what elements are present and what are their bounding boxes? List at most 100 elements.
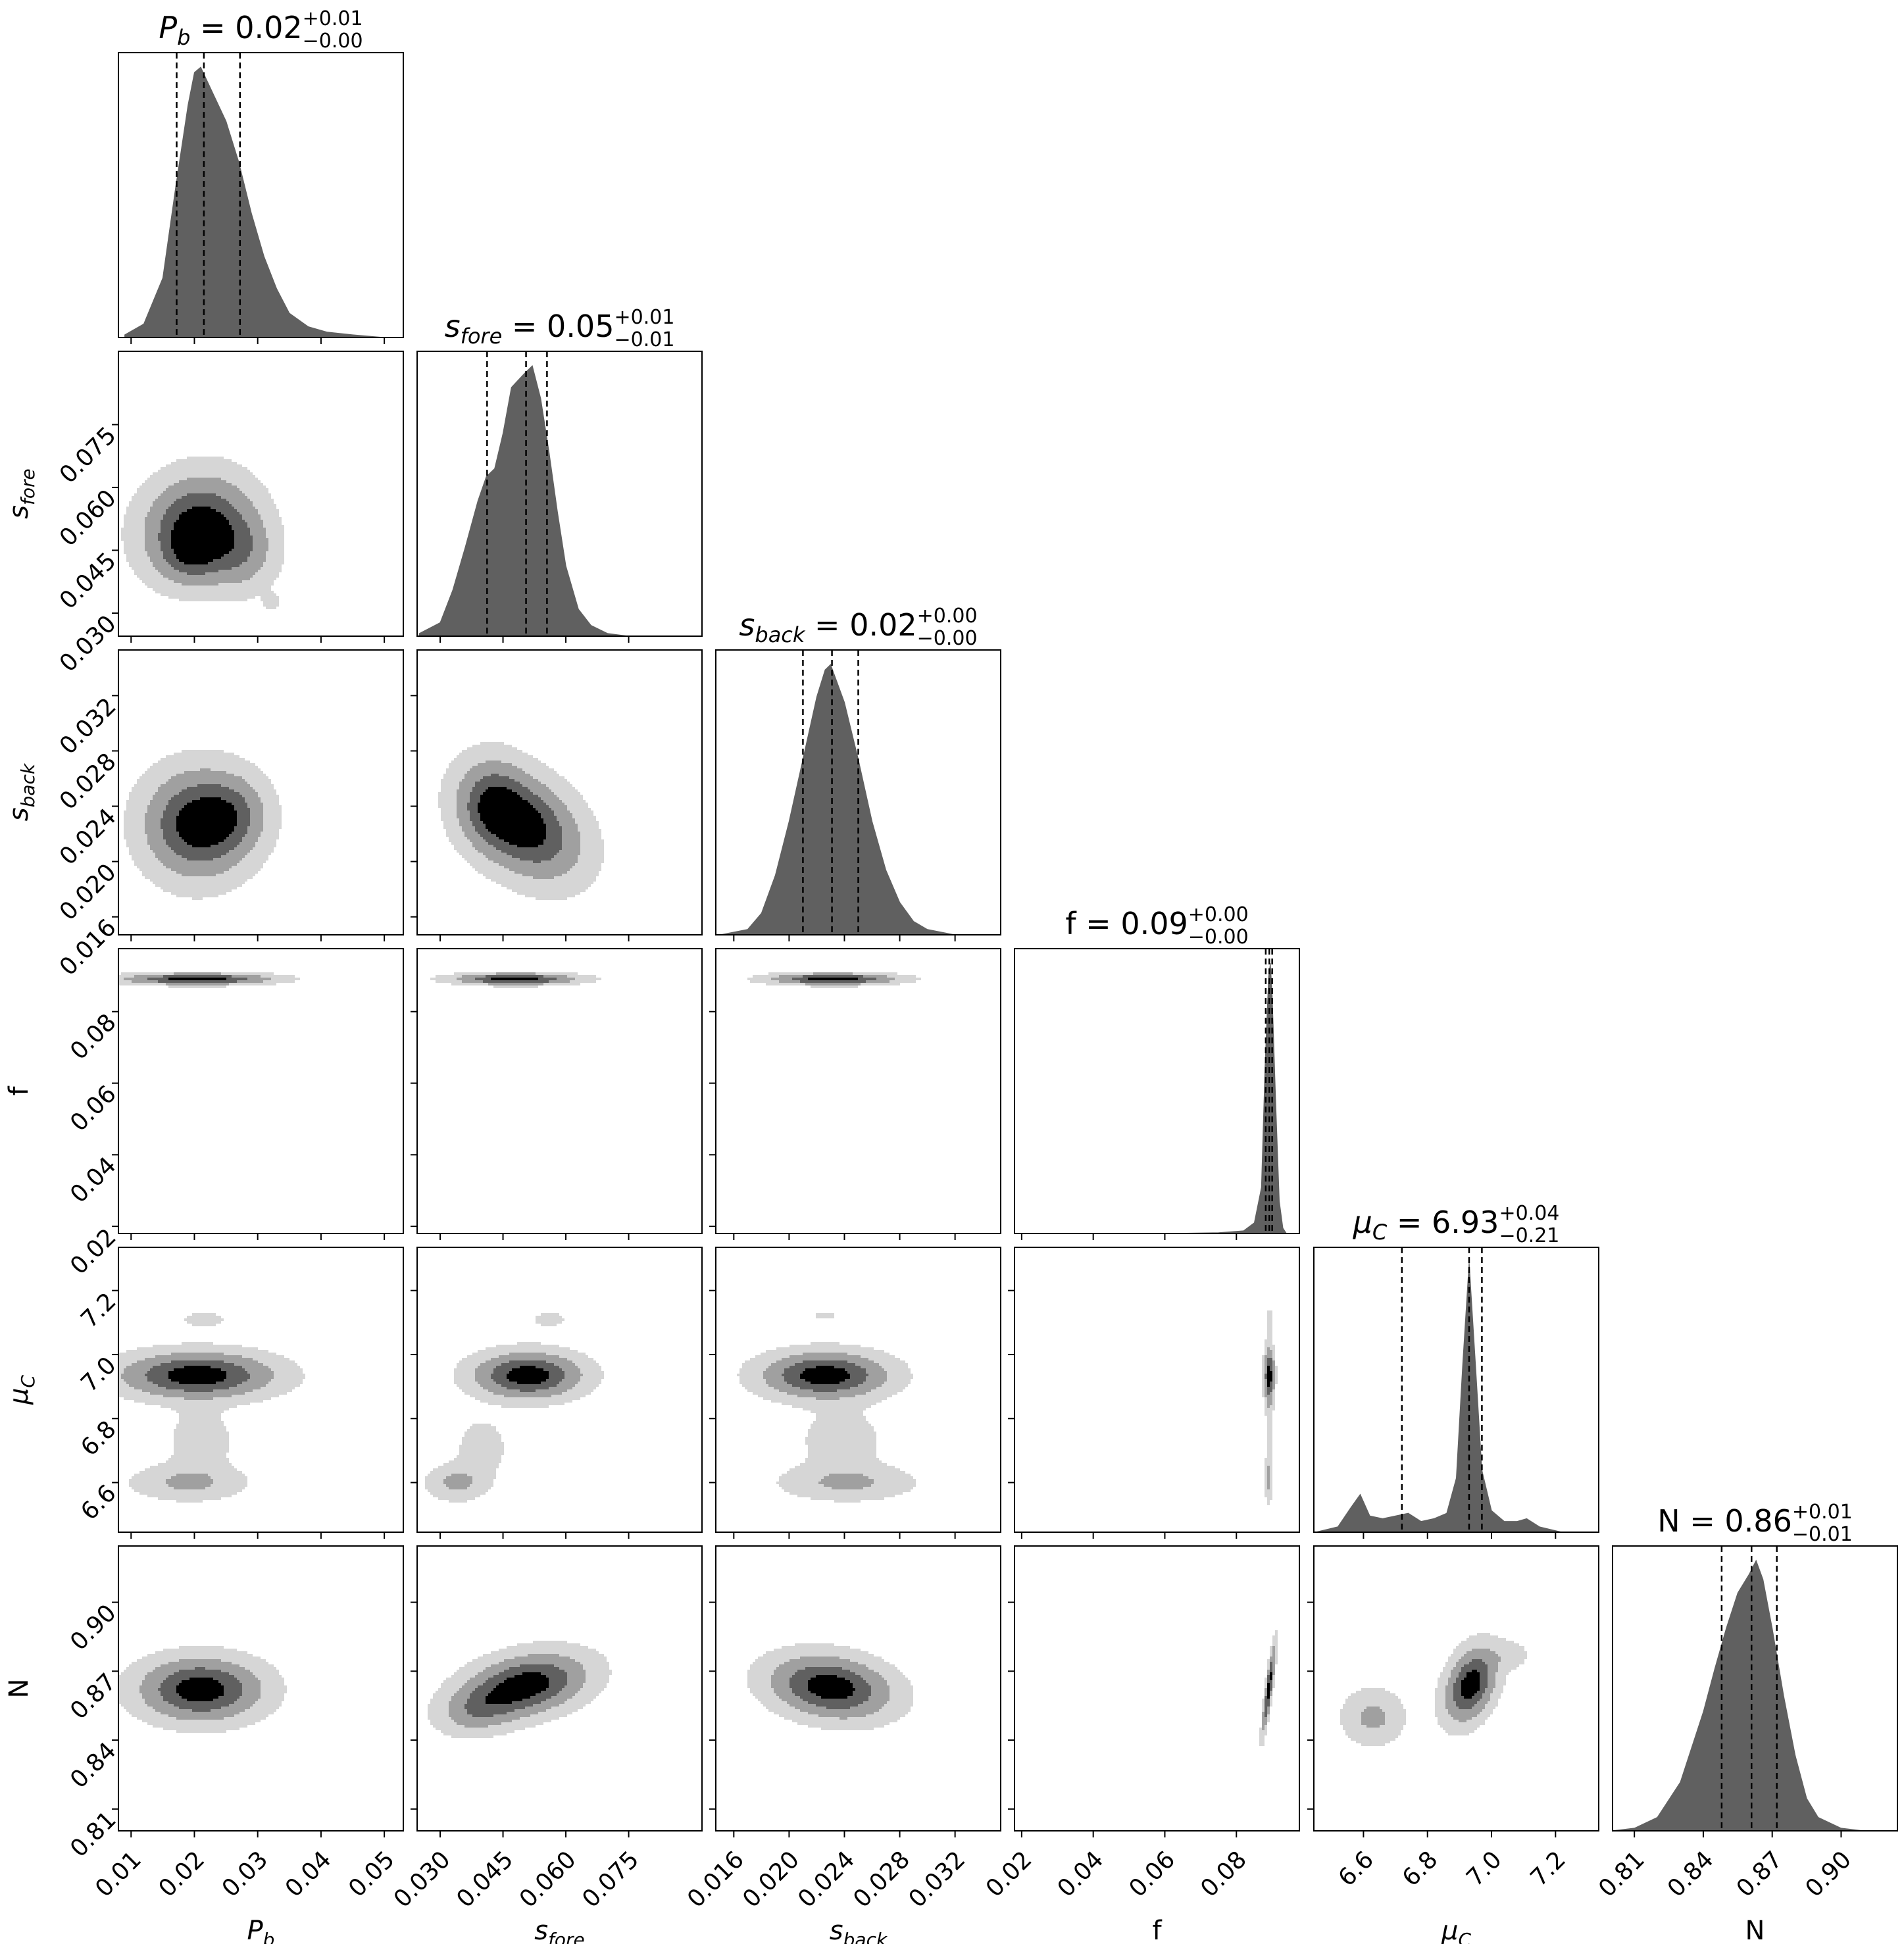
title-symbol: s [739, 607, 755, 643]
y-tick-label: 0.060 [55, 485, 122, 552]
panel-frame [416, 649, 703, 935]
x-tick-label: 0.075 [577, 1846, 644, 1913]
contour-panel-muC-vs-N: 6.6 6.8 7.0 7.2 [1307, 1545, 1599, 1892]
title-subscript: back [755, 622, 806, 647]
contour-level-4 [1461, 1670, 1480, 1699]
axis-label-symbol: f [4, 1086, 34, 1096]
x-axis-label-f: f [1152, 1916, 1162, 1944]
x-tick-label: 0.045 [451, 1846, 518, 1913]
axis-label-symbol: μ [4, 1388, 34, 1405]
contour-level-1 [737, 1313, 916, 1503]
y-tick-label: 0.90 [65, 1599, 122, 1656]
histogram-fill [418, 365, 629, 636]
x-tick-label: 0.01 [90, 1846, 147, 1903]
x-axis-label-Pb: Pb [247, 1916, 275, 1944]
histogram-panel-Pb [118, 52, 404, 344]
x-tick-label: 0.030 [389, 1846, 456, 1913]
title-symbol: N [1657, 1503, 1680, 1539]
title-equals: = [1076, 906, 1121, 941]
title-subscript: C [1372, 1220, 1388, 1245]
title-value: 6.93 [1432, 1205, 1499, 1240]
y-tick-label: 0.028 [55, 748, 122, 815]
axis-label-subscript: C [17, 1375, 39, 1388]
title-value: 0.86 [1724, 1503, 1791, 1539]
panel-frame [416, 1545, 703, 1832]
histogram-panel-N: 0.81 0.84 0.87 0.90 [1593, 1545, 1898, 1903]
x-tick-label: 0.016 [682, 1846, 749, 1913]
title-symbol: s [445, 309, 461, 344]
title-symbol: f [1065, 906, 1077, 941]
panel-frame [416, 948, 703, 1234]
y-tick-label: 0.020 [55, 859, 122, 926]
y-tick-label: 7.2 [76, 1287, 121, 1333]
panel-frame [118, 948, 404, 1234]
panel-frame [715, 1545, 1001, 1832]
contour-level-4 [808, 1675, 855, 1699]
x-tick-label: 0.060 [514, 1846, 582, 1913]
y-axis-label-sback: sback [4, 762, 39, 821]
contour-level-1 [1340, 1633, 1527, 1746]
panel-frame [1014, 1247, 1300, 1533]
histogram-fill [1315, 1261, 1588, 1532]
axis-label-symbol: s [534, 1916, 548, 1944]
axis-label-symbol: s [4, 505, 34, 519]
title-Pb: Pb = 0.02+0.01 [159, 7, 363, 50]
y-axis-label-N: N [4, 1679, 34, 1699]
x-tick-label: 0.06 [1124, 1846, 1180, 1903]
contour-level-4 [507, 1366, 549, 1384]
histogram-panel-muC [1313, 1247, 1599, 1539]
contour-level-4 [176, 1678, 224, 1701]
title-value: 0.05 [547, 309, 614, 344]
title-minus: −0.21 [1499, 1224, 1559, 1247]
contour-level-4 [1267, 1366, 1272, 1387]
contour-panel-sfore-vs-muC [411, 1247, 703, 1539]
title-value: 0.02 [849, 607, 916, 643]
title-minus: −0.00 [1188, 926, 1249, 949]
x-tick-label: 0.02 [153, 1846, 210, 1903]
x-tick-label: 0.87 [1732, 1846, 1788, 1903]
x-axis-label-sback: sback [830, 1916, 888, 1944]
panel-frame [1313, 1545, 1599, 1832]
y-tick-label: 7.0 [76, 1352, 121, 1397]
histogram-fill [720, 664, 955, 935]
x-tick-label: 0.028 [848, 1846, 915, 1913]
contour-level-4 [176, 797, 237, 847]
axis-label-subscript: C [1458, 1929, 1471, 1944]
x-tick-label: 6.6 [1334, 1846, 1379, 1891]
y-tick-label: 6.6 [76, 1480, 121, 1525]
y-tick-label: 0.030 [55, 611, 122, 678]
contour-level-4 [486, 1672, 549, 1704]
histogram-fill [1021, 962, 1287, 1234]
x-tick-label: 0.08 [1195, 1846, 1252, 1903]
title-equals: = [1680, 1503, 1725, 1539]
panel-frame [715, 1247, 1001, 1533]
y-axis-label-muC: μC [4, 1375, 39, 1405]
y-tick-label: 0.016 [55, 914, 122, 981]
contour-panel-f-vs-N: 0.02 0.04 0.06 0.08 [981, 1545, 1300, 1903]
title-minus: −0.01 [1792, 1523, 1853, 1546]
title-plus: +0.01 [614, 306, 674, 329]
panel-frame [1313, 1247, 1599, 1533]
title-sback: sback = 0.02+0.00 [739, 605, 977, 647]
contour-level-4 [808, 978, 858, 980]
title-value: 0.02 [235, 10, 302, 45]
y-tick-label: 0.032 [55, 693, 122, 760]
y-tick-label: 0.84 [65, 1737, 122, 1794]
axis-label-symbol: f [1152, 1916, 1162, 1944]
contour-panel-sback-vs-muC [709, 1247, 1001, 1539]
title-minus: −0.00 [303, 30, 363, 53]
contour-panel-Pb-vs-f: 0.02 0.04 0.06 0.08 [65, 948, 404, 1280]
axis-label-symbol: N [1745, 1916, 1765, 1944]
title-plus: +0.01 [1792, 1501, 1853, 1524]
contour-level-4 [168, 978, 226, 980]
axis-label-symbol: μ [1441, 1916, 1458, 1944]
title-plus: +0.04 [1499, 1202, 1559, 1225]
x-tick-label: 7.2 [1526, 1846, 1571, 1891]
y-tick-label: 0.08 [65, 1009, 122, 1065]
histogram-panel-f [1014, 948, 1300, 1240]
title-plus: +0.00 [917, 605, 978, 628]
axis-label-subscript: b [263, 1929, 275, 1944]
y-axis-label-sfore: sfore [4, 468, 39, 519]
